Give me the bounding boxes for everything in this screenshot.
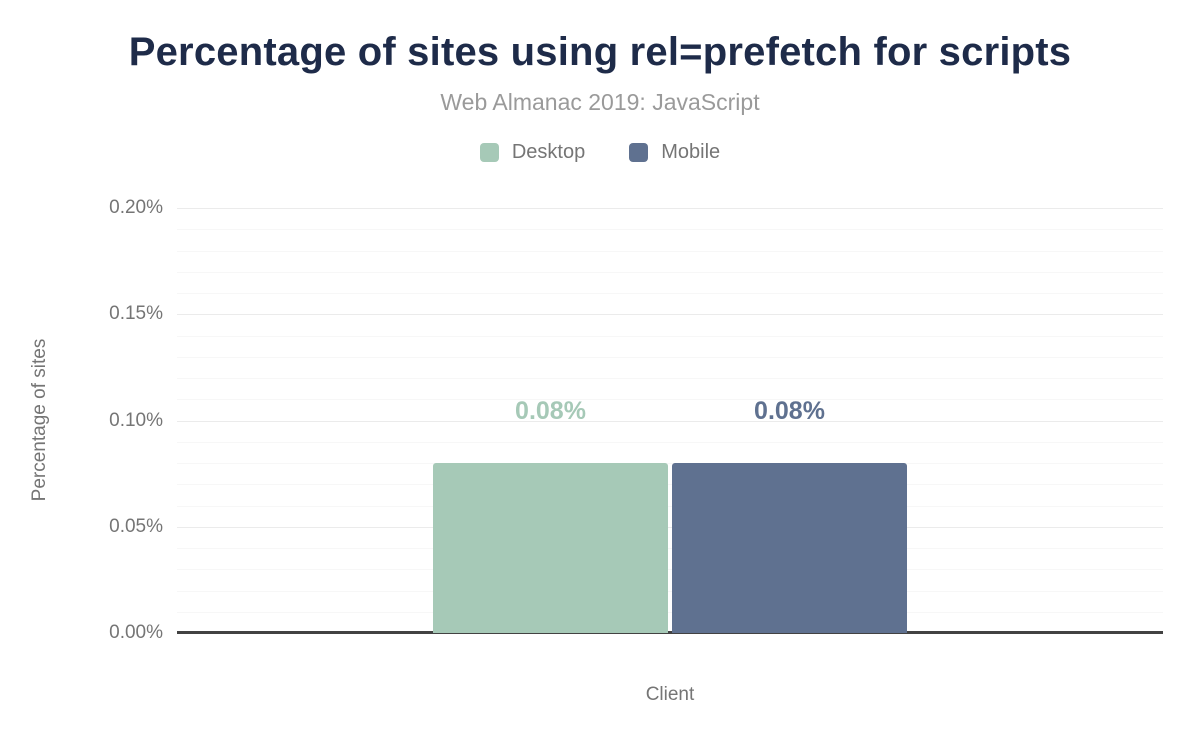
legend-item-mobile[interactable]: Mobile <box>629 141 720 164</box>
y-tick-label: 0.00% <box>109 622 163 643</box>
minor-gridline <box>177 356 1163 358</box>
y-tick-label: 0.10% <box>109 409 163 431</box>
chart-subtitle: Web Almanac 2019: JavaScript <box>440 89 760 115</box>
major-gridline <box>177 314 1163 316</box>
minor-gridline <box>177 293 1163 294</box>
minor-gridline <box>177 271 1163 273</box>
minor-gridline <box>177 441 1163 443</box>
minor-gridline <box>177 484 1163 486</box>
minor-gridline <box>177 335 1163 337</box>
legend-label: Desktop <box>511 141 586 163</box>
x-axis-line <box>177 631 1163 634</box>
legend-swatch-mobile <box>629 143 649 162</box>
minor-gridline <box>177 399 1163 401</box>
minor-gridline <box>177 250 1163 252</box>
minor-gridline <box>177 590 1163 592</box>
minor-gridline <box>177 463 1163 464</box>
legend-label: Mobile <box>661 141 721 163</box>
minor-gridline <box>177 505 1163 507</box>
bar-desktop[interactable] <box>433 463 668 633</box>
y-axis-tick-labels: 0.00% 0.05% 0.10% 0.15% 0.20% <box>0 197 163 643</box>
y-tick-label: 0.05% <box>109 515 163 537</box>
minor-gridline <box>177 378 1163 379</box>
major-gridline <box>177 208 1163 209</box>
y-tick-label: 0.20% <box>109 197 163 218</box>
minor-gridline <box>177 569 1163 571</box>
legend-item-desktop[interactable]: Desktop <box>479 141 586 164</box>
chart-title: Percentage of sites using rel=prefetch f… <box>128 30 1072 74</box>
major-gridline <box>177 526 1163 528</box>
y-tick-label: 0.15% <box>109 303 163 325</box>
bar-mobile[interactable] <box>672 463 907 633</box>
legend-swatch-desktop <box>479 143 499 162</box>
x-axis-title: Client <box>645 684 695 705</box>
plot-area: 0.08% 0.08% <box>177 208 1163 634</box>
bar-value-label-mobile: 0.08% <box>754 397 825 425</box>
bar-value-label-desktop: 0.08% <box>515 397 586 425</box>
minor-gridline <box>177 229 1163 231</box>
minor-gridline <box>177 611 1163 613</box>
legend: Desktop Mobile <box>0 141 1200 164</box>
major-gridline <box>177 420 1163 422</box>
minor-gridline <box>177 548 1163 549</box>
